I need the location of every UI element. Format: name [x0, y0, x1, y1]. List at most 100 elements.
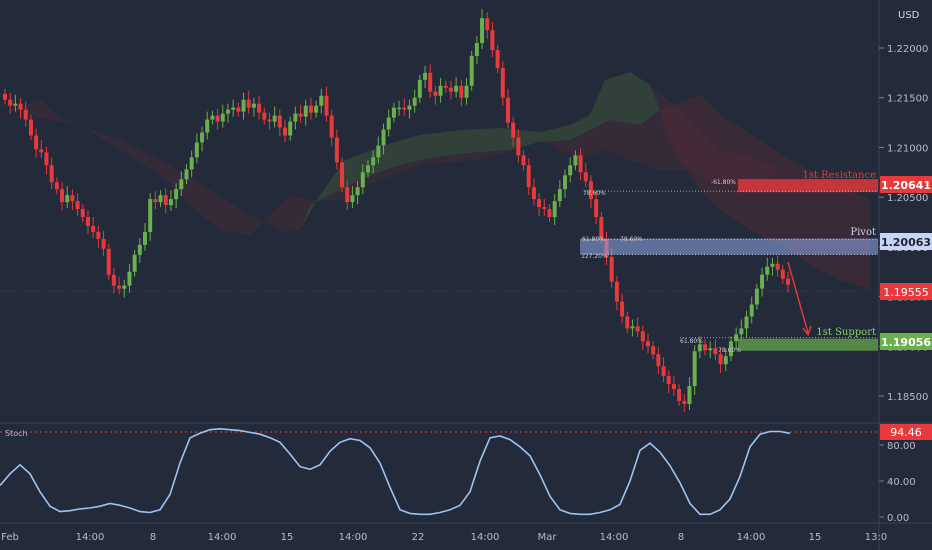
candle-body [122, 285, 127, 289]
candle-body [303, 105, 308, 117]
cloud-bull [300, 72, 660, 230]
candle-body [531, 187, 536, 200]
candle-body [200, 132, 205, 143]
stoch-level-badge [880, 424, 932, 440]
candle-body [251, 103, 256, 108]
candle-body [148, 199, 153, 232]
candle-body [205, 119, 210, 133]
candle-body [734, 334, 739, 342]
candle-body [438, 85, 443, 96]
candle-body [80, 209, 85, 218]
candle-body [13, 103, 18, 106]
candle-body [65, 195, 70, 203]
candle-body [469, 55, 474, 86]
candle-body [599, 217, 604, 239]
candle-body [500, 67, 505, 98]
time-tick-label: 14:00 [737, 532, 766, 543]
candle-body [184, 169, 189, 180]
candle-body [682, 400, 687, 404]
current-price-badge [880, 283, 932, 300]
candle-body [609, 256, 614, 282]
candle-body [189, 157, 194, 170]
candle-body [407, 105, 412, 110]
candle-body [101, 238, 106, 249]
candle-body [713, 348, 718, 355]
time-tick-label: Feb [1, 532, 19, 543]
resistance-price-label: 1.20641 [881, 179, 931, 192]
candle-body [671, 384, 676, 390]
candle-body [117, 285, 122, 289]
candle-body [376, 145, 381, 158]
candle-body [583, 172, 588, 182]
candle-body [448, 87, 453, 92]
resistance-zone [738, 179, 878, 193]
price-tick-label: 1.21000 [887, 143, 928, 154]
time-tick-label: Mar [538, 532, 558, 543]
time-tick-label: 14:00 [600, 532, 629, 543]
candle-body [454, 85, 459, 92]
candle-body [537, 199, 542, 208]
candle-body [423, 72, 428, 80]
candle-body [298, 113, 303, 117]
time-tick-label: 14:00 [76, 532, 105, 543]
candle-body [179, 179, 184, 190]
candle-body [630, 326, 635, 329]
fib-label-r618: -61.80% [711, 179, 736, 186]
price-tick-label: 1.20500 [887, 193, 928, 204]
stoch-level-label: 94.46 [890, 426, 922, 439]
candle-body [267, 119, 272, 122]
candle-body [625, 316, 630, 329]
candle-body [163, 195, 168, 206]
candle-body [355, 187, 360, 196]
time-tick-label: 15 [281, 532, 294, 543]
candle-body [257, 103, 262, 113]
price-tick-label: 1.21500 [887, 94, 928, 105]
candle-body [91, 225, 96, 232]
candle-body [277, 115, 282, 128]
resistance-price-badge [880, 176, 932, 193]
candle-body [786, 278, 790, 285]
stoch-line [0, 427, 791, 516]
candle-body [345, 187, 350, 203]
fib-label-p786: 78.60% [620, 236, 643, 243]
fib-label-r786: 78.60% [583, 190, 606, 197]
candle-body [18, 103, 23, 110]
time-axis[interactable]: Feb 14:00 8 14:00 15 14:00 22 14:00 Mar 14:00 8 14:… [0, 522, 932, 543]
candle-body [272, 115, 277, 122]
candle-body [775, 263, 780, 270]
candle-body [666, 376, 671, 385]
candle-body [495, 49, 500, 68]
candle-body [8, 99, 13, 106]
candle-body [137, 244, 142, 255]
candle-body [542, 207, 547, 210]
candle-body [106, 248, 111, 275]
candle-body [3, 93, 7, 100]
level-zones [580, 179, 878, 351]
candle-body [60, 189, 65, 203]
cloud-bear-right [660, 95, 870, 290]
fib-label-s618: 61.80% [680, 338, 703, 345]
candle-body [557, 189, 562, 202]
candle-body [594, 199, 599, 218]
candle-body [770, 263, 775, 267]
time-tick-label: 14:00 [208, 532, 237, 543]
candle-body [765, 266, 770, 275]
pivot-price-badge [880, 233, 932, 250]
stoch-pane: 80.00 40.00 0.00 [0, 427, 916, 524]
candle-body [588, 181, 593, 200]
candle-body [225, 109, 230, 114]
time-tick-label: 15 [809, 532, 822, 543]
candle-body [433, 91, 438, 96]
time-tick-label: 13:0 [865, 532, 887, 543]
pivot-label: Pivot [850, 227, 876, 238]
candle-body [371, 157, 376, 166]
arrow-head [802, 325, 812, 337]
fib-label-p1272: 127.20% [581, 253, 608, 260]
fib-label-s786: 78.60% [718, 347, 741, 354]
candle-body [703, 344, 708, 351]
support-zone [738, 338, 878, 351]
annotation-layer [787, 261, 812, 337]
price-axis[interactable]: 1.220001.215001.210001.205001.200001.195… [878, 0, 928, 550]
